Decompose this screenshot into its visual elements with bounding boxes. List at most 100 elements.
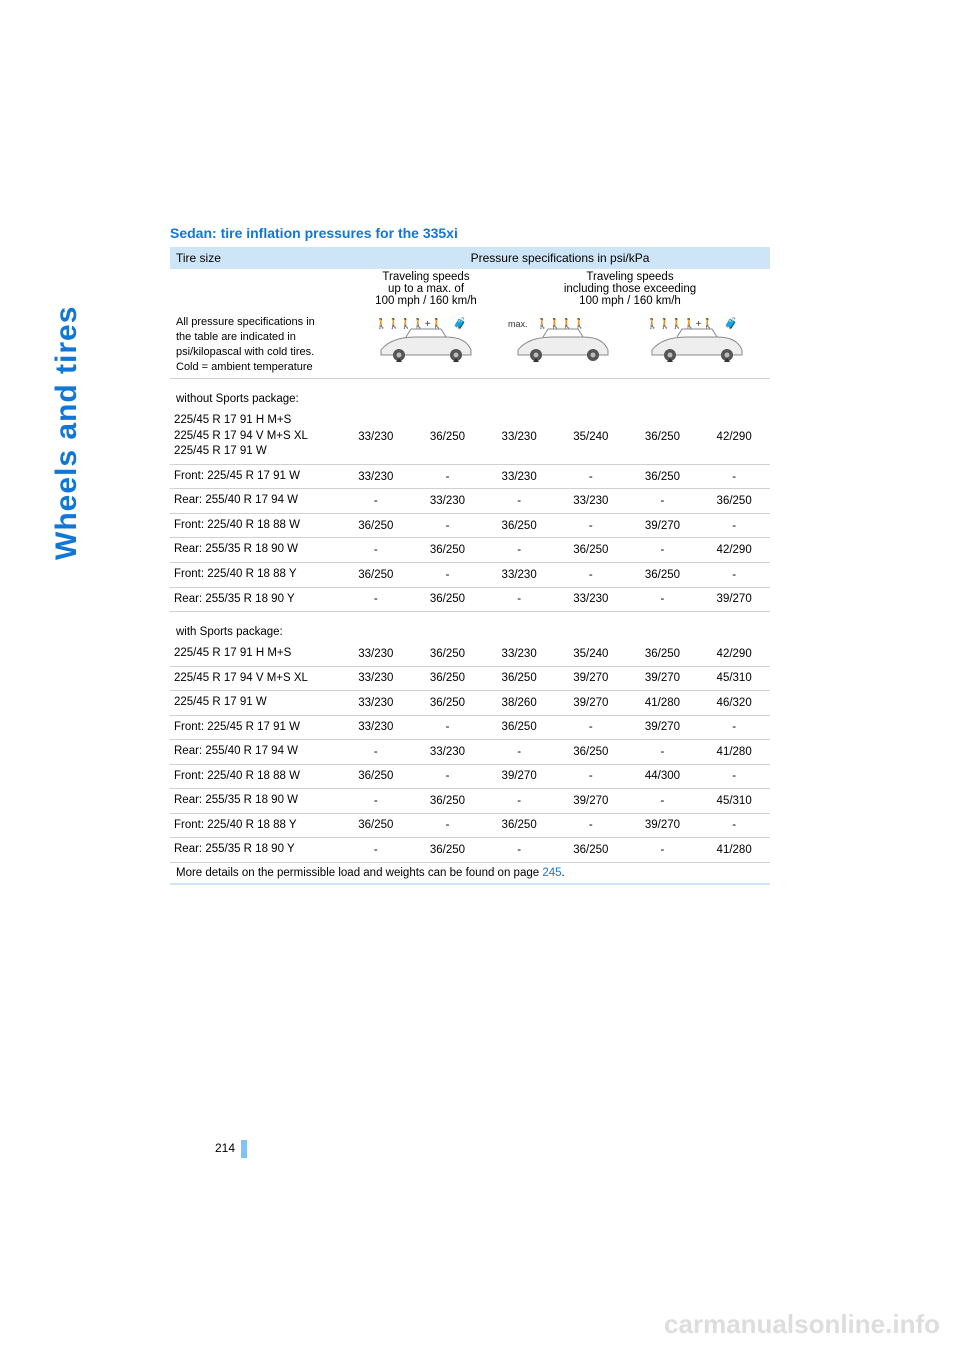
table-row: Rear: 255/35 R 18 90 W-36/250-39/270-45/… (170, 789, 770, 814)
pressure-cell: 36/250 (412, 587, 484, 612)
pressure-cell: 36/250 (627, 409, 699, 464)
group-with-label: with Sports package: (170, 612, 770, 642)
pressure-cell: 45/310 (698, 666, 770, 691)
pressure-cell: 44/300 (627, 764, 699, 789)
tire-size-cell: 225/45 R 17 91 H M+S (170, 642, 340, 666)
pressure-cell: - (340, 489, 412, 514)
section-title: Sedan: tire inflation pressures for the … (170, 225, 770, 241)
pressure-cell: 46/320 (698, 691, 770, 716)
pressure-cell: 45/310 (698, 789, 770, 814)
footer-page-ref[interactable]: 245 (542, 867, 561, 879)
tire-size-cell: 225/45 R 17 91 H M+S225/45 R 17 94 V M+S… (170, 409, 340, 464)
tire-size-cell: Front: 225/40 R 18 88 Y (170, 813, 340, 838)
pressure-cell: 36/250 (412, 789, 484, 814)
tire-size-cell: Rear: 255/40 R 17 94 W (170, 740, 340, 765)
car-load-icon-full: 🚶🚶🚶🚶+🚶 🧳 (630, 315, 764, 368)
pressure-cell: - (555, 813, 627, 838)
pressure-cell: 38/260 (483, 691, 555, 716)
header-pressure: Pressure specifications in psi/kPa (356, 251, 764, 265)
tire-size-cell: Front: 225/40 R 18 88 W (170, 513, 340, 538)
table-row: Front: 225/40 R 18 88 W36/250-36/250-39/… (170, 513, 770, 538)
subheader-right-l1: Traveling speeds (496, 271, 764, 283)
pressure-cell: - (627, 789, 699, 814)
pressure-cell: - (698, 813, 770, 838)
pressure-cell: 39/270 (627, 715, 699, 740)
footer-note: More details on the permissible load and… (170, 863, 770, 885)
tire-size-cell: Front: 225/40 R 18 88 W (170, 764, 340, 789)
pressure-cell: 42/290 (698, 538, 770, 563)
pressure-cell: - (340, 740, 412, 765)
pressure-cell: 33/230 (483, 409, 555, 464)
pressure-cell: 39/270 (555, 691, 627, 716)
table-row: 225/45 R 17 91 W33/23036/25038/26039/270… (170, 691, 770, 716)
pressure-cell: 36/250 (555, 838, 627, 863)
pressure-cell: - (483, 489, 555, 514)
pressure-cell: - (555, 715, 627, 740)
table-row: Rear: 255/35 R 18 90 Y-36/250-33/230-39/… (170, 587, 770, 612)
pressure-cell: 42/290 (698, 409, 770, 464)
pressure-cell: 36/250 (698, 489, 770, 514)
subheader-left-l3: 100 mph / 160 km/h (356, 295, 496, 307)
tire-size-cell: Rear: 255/35 R 18 90 Y (170, 587, 340, 612)
pressure-cell: - (412, 813, 484, 838)
pressure-cell: - (483, 838, 555, 863)
tire-size-cell: Rear: 255/35 R 18 90 W (170, 538, 340, 563)
pressure-cell: 33/230 (483, 464, 555, 489)
pressure-cell: 33/230 (340, 691, 412, 716)
tire-size-cell: Rear: 255/40 R 17 94 W (170, 489, 340, 514)
pressure-cell: - (627, 587, 699, 612)
pressure-cell: 36/250 (627, 562, 699, 587)
spec-note-l1: All pressure specifications in (176, 315, 356, 330)
pressure-cell: 39/270 (627, 513, 699, 538)
pressure-cell: 36/250 (340, 813, 412, 838)
pressure-cell: 42/290 (698, 642, 770, 666)
group-without-label: without Sports package: (170, 379, 770, 409)
svg-text:max.: max. (508, 319, 528, 329)
pressure-cell: - (483, 587, 555, 612)
sidebar-section-label: Wheels and tires (50, 306, 84, 560)
subheader-left: Traveling speeds up to a max. of 100 mph… (356, 271, 496, 307)
pressure-cell: 35/240 (555, 642, 627, 666)
pressure-cell: - (555, 464, 627, 489)
pressure-cell: 33/230 (412, 740, 484, 765)
pressure-cell: 36/250 (555, 740, 627, 765)
svg-text:🧳: 🧳 (724, 317, 738, 330)
car-load-icon-max: max. 🚶🚶🚶🚶 (496, 315, 630, 368)
pressure-cell: - (627, 489, 699, 514)
table-with-sports: 225/45 R 17 91 H M+S33/23036/25033/23035… (170, 642, 770, 863)
table-subheader-row: Traveling speeds up to a max. of 100 mph… (170, 269, 770, 309)
pressure-cell: - (412, 715, 484, 740)
pressure-cell: 36/250 (555, 538, 627, 563)
pressure-cell: 36/250 (340, 562, 412, 587)
footer-text-post: . (562, 867, 565, 879)
table-row: Rear: 255/35 R 18 90 Y-36/250-36/250-41/… (170, 838, 770, 863)
pressure-cell: 33/230 (340, 464, 412, 489)
pressure-cell: 36/250 (483, 666, 555, 691)
table-row: Front: 225/40 R 18 88 Y36/250-33/230-36/… (170, 562, 770, 587)
pressure-cell: - (627, 838, 699, 863)
subheader-left-l2: up to a max. of (356, 283, 496, 295)
pressure-cell: 39/270 (483, 764, 555, 789)
table-row: 225/45 R 17 91 H M+S33/23036/25033/23035… (170, 642, 770, 666)
pressure-cell: 36/250 (412, 666, 484, 691)
tire-size-cell: Rear: 255/35 R 18 90 Y (170, 838, 340, 863)
pressure-cell: 33/230 (483, 562, 555, 587)
table-row: Front: 225/40 R 18 88 W36/250-39/270-44/… (170, 764, 770, 789)
pressure-cell: - (555, 764, 627, 789)
pressure-cell: - (627, 538, 699, 563)
pressure-cell: - (555, 562, 627, 587)
pressure-cell: 39/270 (555, 666, 627, 691)
tire-size-cell: 225/45 R 17 91 W (170, 691, 340, 716)
svg-text:🚶🚶🚶🚶+🚶: 🚶🚶🚶🚶+🚶 (375, 317, 443, 330)
pressure-cell: 33/230 (340, 409, 412, 464)
pressure-cell: - (698, 562, 770, 587)
pressure-cell: 41/280 (698, 838, 770, 863)
pressure-cell: 36/250 (483, 513, 555, 538)
pressure-cell: 39/270 (627, 813, 699, 838)
pressure-cell: - (483, 789, 555, 814)
table-header-row: Tire size Pressure specifications in psi… (170, 247, 770, 269)
pressure-cell: - (340, 538, 412, 563)
pressure-cell: 36/250 (412, 691, 484, 716)
subheader-right-l2: including those exceeding (496, 283, 764, 295)
svg-text:🧳: 🧳 (453, 317, 467, 330)
